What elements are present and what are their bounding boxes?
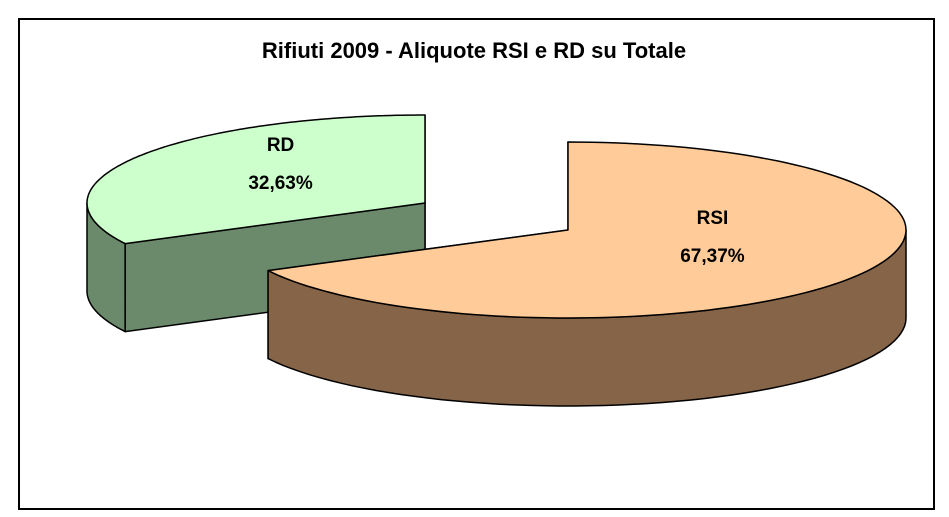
slice-label: RD [267,135,294,156]
slice-label: RSI [697,208,729,229]
slice-value-label: 67,37% [680,246,745,267]
slice-value-label: 32,63% [248,173,313,194]
slice-top [267,141,907,319]
slice-top [86,114,426,245]
chart-title: Rifiuti 2009 - Aliquote RSI e RD su Tota… [262,38,686,63]
